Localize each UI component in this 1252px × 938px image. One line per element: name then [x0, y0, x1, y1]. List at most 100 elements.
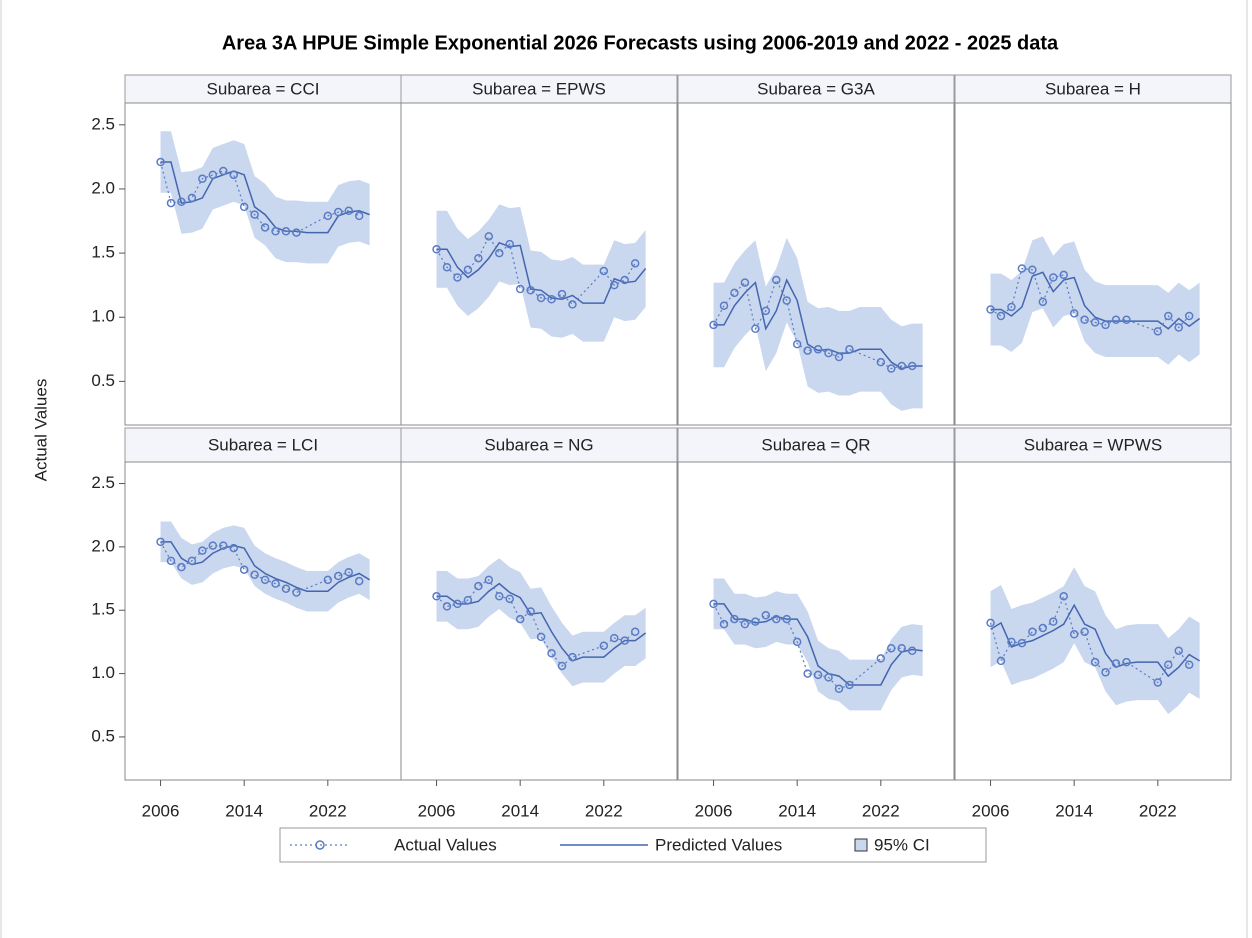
actual-point [547, 295, 556, 304]
panel-label: Subarea = CCI [207, 79, 320, 98]
panel-label: Subarea = EPWS [472, 79, 606, 98]
panel-frame [400, 461, 678, 781]
actual-point [495, 592, 504, 601]
actual-point [1080, 627, 1089, 637]
y-tick-label: 0.5 [91, 726, 115, 745]
actual-point [1028, 265, 1037, 275]
actual-point [323, 211, 333, 221]
actual-point [1069, 630, 1079, 639]
y-axis-label: Actual Values [31, 379, 50, 482]
actual-point [1007, 637, 1016, 647]
y-tick-label: 1.0 [91, 307, 115, 326]
actual-point [834, 352, 844, 362]
legend-label: Predicted Values [655, 835, 782, 854]
panel-header [677, 427, 955, 463]
actual-point [709, 599, 718, 609]
actual-point [177, 562, 186, 572]
actual-point [1080, 315, 1089, 325]
actual-point [1111, 315, 1121, 325]
actual-point [505, 594, 514, 604]
actual-point [630, 627, 640, 637]
actual-point [526, 607, 535, 616]
actual-point [1184, 660, 1194, 669]
actual-point [803, 669, 812, 678]
panel-label: Subarea = G3A [757, 79, 875, 98]
predicted-line [160, 161, 370, 234]
actual-point [751, 324, 760, 334]
actual-point [782, 614, 791, 624]
actual-point [515, 284, 525, 294]
actual-point [782, 296, 791, 305]
actual-point [845, 345, 854, 354]
actual-point [505, 239, 514, 249]
actual-point [432, 592, 441, 601]
actual-point [1184, 311, 1194, 321]
actual-point [813, 345, 823, 354]
actual-point [177, 197, 186, 207]
actual-point [536, 632, 546, 642]
actual-point [198, 546, 207, 555]
actual-point [198, 174, 207, 183]
actual-line [436, 579, 636, 667]
y-tick-label: 2.0 [91, 178, 115, 197]
actual-point [281, 584, 291, 593]
legend-actual-marker [315, 840, 325, 850]
actual-point [907, 361, 917, 371]
x-tick-label: 2006 [142, 801, 180, 820]
actual-point [876, 357, 886, 367]
actual-line [713, 278, 913, 370]
actual-point [1038, 297, 1048, 307]
panel-frame [954, 102, 1232, 426]
actual-point [260, 575, 270, 585]
actual-point [463, 265, 473, 275]
predicted-line [713, 278, 923, 370]
panel-header [677, 74, 955, 104]
actual-point [1111, 659, 1121, 668]
actual-point [792, 637, 802, 647]
ci-band [160, 521, 370, 612]
actual-point [824, 348, 833, 358]
legend-label: Actual Values [394, 835, 497, 854]
actual-point [526, 286, 535, 295]
actual-point [1122, 657, 1131, 667]
actual-point [730, 288, 739, 298]
panel-label: Subarea = LCI [208, 435, 318, 454]
actual-point [463, 595, 473, 605]
actual-point [630, 259, 640, 268]
actual-point [432, 244, 441, 254]
actual-point [620, 275, 629, 285]
y-tick-label: 1.0 [91, 663, 115, 682]
panel-frame [954, 461, 1232, 781]
x-tick-label: 2014 [225, 801, 263, 820]
actual-point [547, 649, 556, 658]
chart-title: Area 3A HPUE Simple Exponential 2026 For… [222, 32, 1059, 54]
actual-point [334, 571, 343, 581]
actual-point [813, 670, 823, 680]
actual-point [897, 361, 906, 371]
actual-point [474, 581, 483, 591]
actual-point [568, 300, 577, 309]
panel-label: Subarea = QR [761, 435, 870, 454]
actual-point [1101, 668, 1110, 677]
actual-point [1017, 638, 1027, 648]
actual-point [323, 575, 333, 585]
x-tick-label: 2014 [778, 801, 816, 820]
actual-point [1164, 311, 1173, 321]
actual-point [292, 588, 301, 597]
actual-point [187, 193, 197, 203]
actual-point [1164, 660, 1173, 669]
actual-point [1090, 318, 1100, 327]
predicted-line [436, 582, 647, 662]
actual-point [1174, 646, 1183, 656]
actual-point [1174, 323, 1183, 332]
actual-point [610, 280, 619, 290]
ci-band [436, 204, 646, 342]
y-tick-label: 2.0 [91, 536, 115, 555]
actual-point [442, 602, 452, 611]
actual-point [557, 289, 567, 299]
actual-point [986, 305, 995, 314]
actual-point [219, 166, 228, 176]
ci-band [990, 567, 1200, 715]
actual-point [1049, 617, 1058, 626]
actual-point [453, 599, 462, 609]
